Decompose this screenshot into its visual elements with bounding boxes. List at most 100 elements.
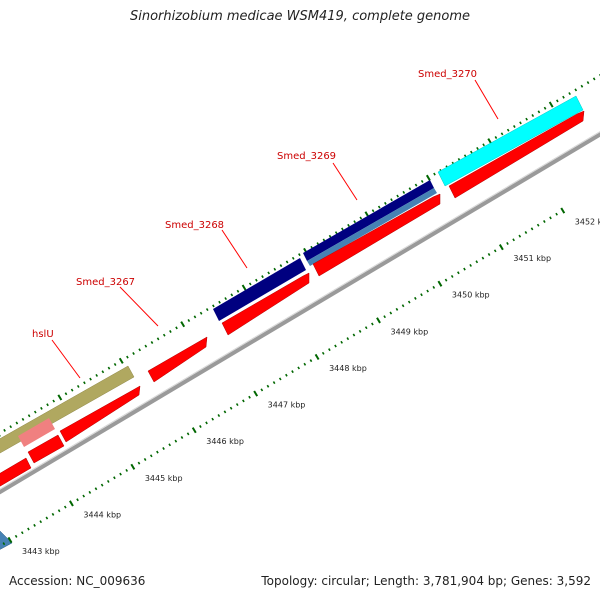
cds-arrow[interactable] xyxy=(312,193,441,277)
outer-minor-tick xyxy=(543,106,547,110)
inner-minor-tick xyxy=(450,274,454,278)
outer-minor-tick xyxy=(89,377,92,381)
outer-minor-tick xyxy=(21,417,25,421)
inner-minor-tick xyxy=(113,476,116,480)
kbp-tick-label: 3445 kbp xyxy=(145,474,183,483)
gene-feature-smed3269-steelblue[interactable] xyxy=(307,188,437,266)
inner-minor-tick xyxy=(530,227,534,231)
inner-minor-tick xyxy=(119,472,122,476)
gene-feature-smed3270-cyan[interactable] xyxy=(437,95,584,187)
inner-minor-tick xyxy=(512,238,515,242)
kbp-tick-label: 3452 kbp xyxy=(575,218,600,227)
inner-minor-tick xyxy=(229,406,233,410)
inner-major-tick xyxy=(191,427,197,434)
outer-minor-tick xyxy=(138,348,142,352)
outer-major-tick xyxy=(118,357,124,364)
outer-major-tick xyxy=(180,321,186,328)
gene-feature-pink[interactable] xyxy=(18,418,55,447)
gene-label-smed-3268[interactable]: Smed_3268 xyxy=(165,220,224,231)
inner-minor-tick xyxy=(82,494,86,498)
outer-minor-tick xyxy=(414,183,418,187)
outer-minor-tick xyxy=(199,311,203,315)
outer-minor-tick xyxy=(377,205,381,209)
gene-feature-track xyxy=(0,95,584,550)
inner-minor-tick xyxy=(57,509,61,513)
inner-minor-tick xyxy=(414,296,417,300)
outer-minor-tick xyxy=(9,425,13,429)
outer-minor-tick xyxy=(562,95,565,99)
outer-minor-tick xyxy=(162,333,166,337)
gene-label-smed-3270[interactable]: Smed_3270 xyxy=(418,69,477,80)
outer-minor-tick xyxy=(101,370,105,374)
inner-minor-tick xyxy=(235,403,239,407)
inner-minor-tick xyxy=(297,366,300,370)
outer-minor-tick xyxy=(212,304,215,308)
outer-minor-tick xyxy=(580,84,584,88)
outer-major-tick xyxy=(425,174,431,181)
inner-minor-tick xyxy=(33,523,36,527)
gene-feature-steelblue-lower[interactable] xyxy=(0,530,13,550)
outer-minor-tick xyxy=(144,344,148,348)
genome-backbone-highlight xyxy=(0,130,600,490)
gene-feature-olive[interactable] xyxy=(0,365,135,461)
outer-minor-tick xyxy=(482,143,485,147)
gene-feature-smed3268-navy[interactable] xyxy=(213,258,306,321)
outer-minor-tick xyxy=(76,384,80,388)
gene-label-smed-3267[interactable]: Smed_3267 xyxy=(76,277,135,288)
outer-major-tick xyxy=(57,394,63,401)
cds-arrow[interactable] xyxy=(59,385,141,443)
outer-minor-tick xyxy=(371,209,375,213)
outer-minor-tick xyxy=(107,366,111,370)
inner-minor-tick xyxy=(309,359,313,363)
cds-arrow[interactable] xyxy=(27,434,65,464)
outer-minor-tick xyxy=(353,220,356,224)
inner-minor-tick xyxy=(371,322,374,326)
inner-minor-tick xyxy=(51,512,55,516)
gene-feature-smed3269-navy[interactable] xyxy=(303,180,434,261)
outer-minor-tick xyxy=(341,227,344,231)
cds-arrow[interactable] xyxy=(221,272,310,336)
inner-minor-tick xyxy=(303,362,307,366)
outer-minor-tick xyxy=(33,410,37,414)
label-leader-line xyxy=(119,286,159,327)
inner-minor-tick xyxy=(27,527,30,531)
gene-label-hslU[interactable]: hslU xyxy=(32,329,54,340)
outer-minor-tick xyxy=(291,256,295,260)
gene-label-smed-3269[interactable]: Smed_3269 xyxy=(277,151,336,162)
inner-minor-tick xyxy=(242,399,245,403)
inner-minor-tick xyxy=(14,534,18,538)
inner-minor-tick xyxy=(334,344,337,348)
outer-minor-tick xyxy=(408,187,412,191)
inner-minor-tick xyxy=(125,468,129,472)
inner-major-tick xyxy=(314,353,320,361)
outer-minor-tick xyxy=(384,201,387,205)
inner-minor-tick xyxy=(137,461,141,465)
inner-major-tick xyxy=(69,500,74,507)
outer-minor-tick xyxy=(40,406,43,410)
label-leader-line xyxy=(51,339,81,379)
inner-minor-tick xyxy=(174,439,178,443)
inner-minor-tick xyxy=(426,289,429,293)
outer-minor-tick xyxy=(279,264,283,268)
genome-summary-text: Topology: circular; Length: 3,781,904 bp… xyxy=(261,574,591,588)
inner-major-tick xyxy=(130,463,136,470)
inner-minor-tick xyxy=(285,373,288,377)
outer-minor-tick xyxy=(70,388,74,392)
kbp-tick-label: 3443 kbp xyxy=(22,547,60,556)
cds-arrow[interactable] xyxy=(147,336,208,383)
outer-minor-tick xyxy=(187,319,191,323)
outer-minor-tick xyxy=(218,300,221,304)
inner-minor-tick xyxy=(2,542,6,546)
inner-minor-tick xyxy=(248,395,251,399)
kbp-tick-label: 3451 kbp xyxy=(513,254,551,263)
label-leader-line xyxy=(332,162,358,201)
outer-minor-tick xyxy=(267,271,270,275)
outer-minor-tick xyxy=(273,267,277,271)
kbp-tick-label: 3450 kbp xyxy=(452,291,490,300)
outer-minor-tick xyxy=(494,136,498,139)
cds-arrow[interactable] xyxy=(0,457,32,488)
outer-minor-tick xyxy=(285,260,289,264)
cds-arrow[interactable] xyxy=(448,110,585,199)
